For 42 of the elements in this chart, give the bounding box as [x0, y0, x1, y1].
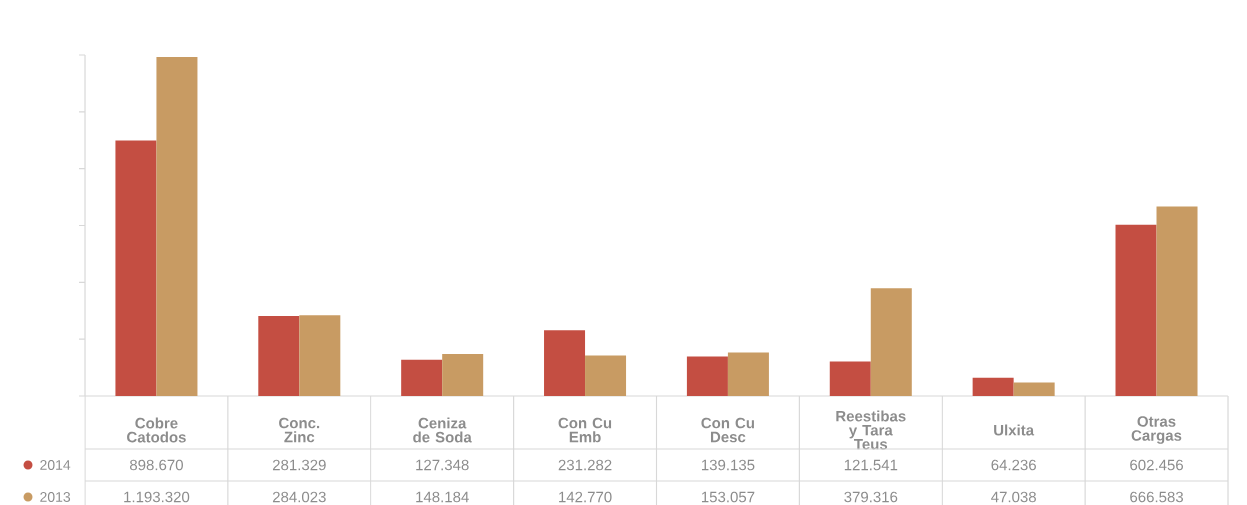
x-tick-label: Otras Cargas: [1131, 416, 1182, 444]
x-tick-label: Conc. Zinc: [279, 417, 320, 443]
legend-label: 2013: [40, 492, 71, 502]
bar: [544, 330, 586, 396]
data-label: 281.329: [272, 459, 326, 471]
data-label: 898.670: [130, 459, 183, 471]
data-label: 602.456: [1130, 459, 1184, 471]
bar: [1156, 206, 1198, 396]
bar: [1013, 382, 1055, 396]
legend-label: 2014: [40, 460, 71, 470]
data-label: 148.184: [416, 491, 469, 503]
bar: [829, 361, 871, 396]
x-tick-label: Con Cu Desc: [701, 417, 754, 443]
bar: [401, 359, 443, 396]
data-label: 127.348: [416, 459, 469, 471]
bar: [870, 288, 912, 396]
data-label: 1.193.320: [124, 491, 190, 503]
x-tick-label: Con Cu Emb: [558, 417, 612, 443]
bar: [442, 353, 484, 396]
data-label: 153.057: [701, 491, 755, 503]
data-label: 139.135: [701, 459, 755, 471]
data-label: 64.236: [991, 459, 1036, 471]
data-label: 47.038: [991, 491, 1036, 503]
bar: [115, 140, 157, 396]
bar: [1115, 224, 1157, 396]
data-label: 284.023: [272, 491, 326, 503]
bar: [156, 56, 198, 396]
x-tick-label: Ulxita: [994, 424, 1035, 436]
bar: [258, 316, 300, 396]
bar: [299, 315, 341, 396]
bar: [727, 352, 769, 396]
x-tick-label: Ceniza de Soda: [413, 417, 472, 443]
data-label: 666.583: [1130, 491, 1184, 503]
data-label: 231.282: [558, 459, 612, 471]
bar: [585, 355, 627, 396]
x-tick-label: Reestibas y Tara Teus: [836, 410, 906, 450]
x-tick-label: Cobre Catodos: [127, 417, 186, 443]
data-label: 142.770: [559, 491, 612, 503]
bar: [972, 377, 1014, 396]
data-label: 379.316: [844, 491, 898, 503]
data-label: 121.541: [844, 459, 898, 471]
bar: [686, 356, 728, 396]
